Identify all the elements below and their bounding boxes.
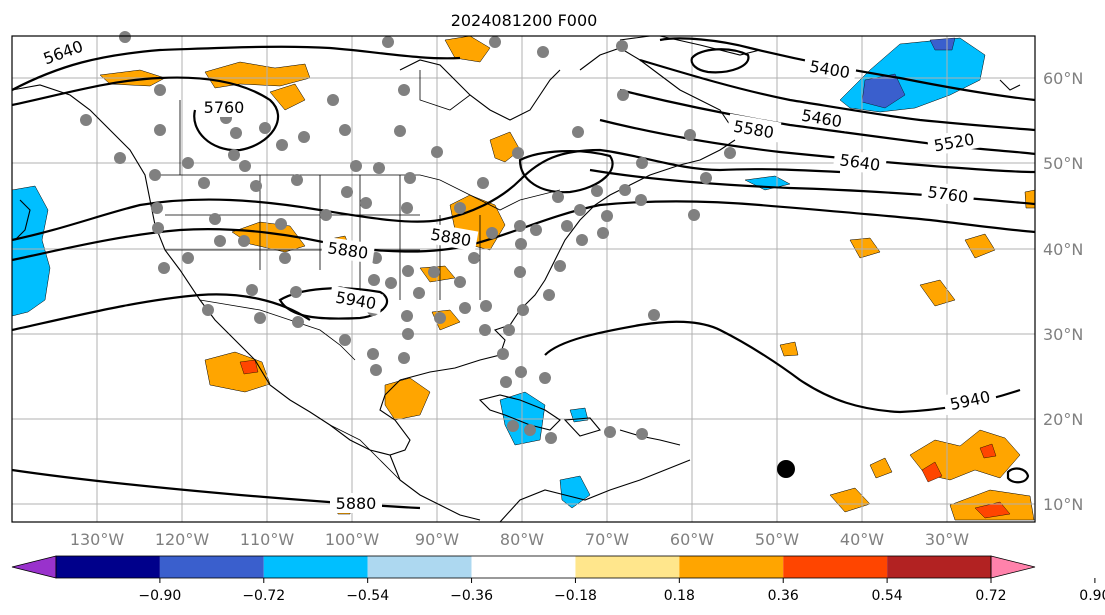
colorbar-segment	[471, 556, 576, 578]
longitude-labels: 130°W 120°W 110°W 100°W 90°W 80°W 70°W 6…	[70, 530, 969, 549]
strong-negative-shading	[861, 37, 956, 109]
lon-label: 80°W	[500, 530, 544, 549]
lat-label: 10°N	[1043, 495, 1083, 514]
colorbar-segment	[367, 556, 472, 578]
lat-label: 20°N	[1043, 410, 1083, 429]
colorbar-tick-label: −0.72	[242, 588, 285, 604]
colorbar-outline	[55, 555, 992, 579]
station-dots	[80, 31, 736, 444]
map-panel: 5640 5760 5880 5940 5880 5400 5460 5580 …	[11, 31, 1036, 523]
colorbar-tick-label: −0.18	[554, 588, 597, 604]
map-title: 2024081200 F000	[451, 11, 598, 30]
colorbar-segment	[679, 556, 784, 578]
height-contours	[11, 37, 1036, 510]
lon-label: 90°W	[415, 530, 459, 549]
storm-center-marker	[777, 460, 795, 478]
lon-label: 60°W	[670, 530, 714, 549]
lat-label: 50°N	[1043, 154, 1083, 173]
coastlines	[11, 35, 1021, 523]
colorbar-tick-label: −0.90	[138, 588, 181, 604]
contour-label: 5760	[204, 98, 245, 117]
colorbar-tick-label: −0.36	[450, 588, 493, 604]
colorbar-tick-label: 0.72	[975, 588, 1006, 604]
colorbar: −0.90 −0.72 −0.54 −0.36 −0.18 0.18 0.36 0.54 0.7…	[11, 555, 1105, 604]
lon-label: 70°W	[585, 530, 629, 549]
colorbar-segment	[56, 556, 160, 578]
colorbar-tick-label: 0.36	[768, 588, 799, 604]
contour-label: 5880	[336, 494, 377, 513]
lon-label: 130°W	[70, 530, 125, 549]
colorbar-segment	[263, 556, 368, 578]
lon-label: 40°W	[840, 530, 884, 549]
latitude-labels: 60°N 50°N 40°N 30°N 20°N 10°N	[1043, 69, 1083, 514]
colorbar-segment	[783, 556, 888, 578]
colorbar-tick-label: 0.90	[1079, 588, 1105, 604]
colorbar-tick-label: 0.54	[872, 588, 903, 604]
map-frame	[11, 35, 1036, 523]
lon-label: 110°W	[240, 530, 295, 549]
colorbar-segment	[575, 556, 680, 578]
lon-label: 100°W	[325, 530, 380, 549]
borders	[150, 70, 561, 481]
lat-label: 40°N	[1043, 240, 1083, 259]
lat-label: 30°N	[1043, 325, 1083, 344]
lon-label: 30°W	[925, 530, 969, 549]
colorbar-extend-high	[990, 555, 1036, 579]
colorbar-segment	[159, 556, 264, 578]
lon-label: 50°W	[755, 530, 799, 549]
colorbar-tick-label: −0.54	[346, 588, 389, 604]
lon-label: 120°W	[155, 530, 210, 549]
colorbar-segment	[887, 556, 991, 578]
colorbar-tick-label: 0.18	[664, 588, 695, 604]
colorbar-extend-low	[11, 555, 57, 579]
lat-label: 60°N	[1043, 69, 1083, 88]
strong-positive-shading	[239, 359, 1011, 519]
